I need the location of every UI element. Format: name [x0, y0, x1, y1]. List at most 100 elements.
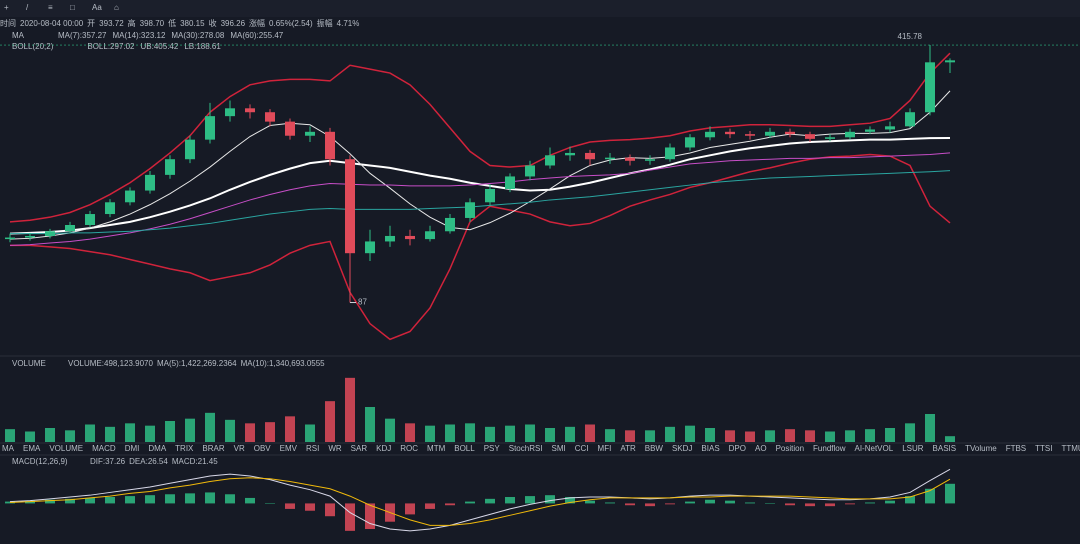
indicator-tab[interactable]: FTBS — [1006, 444, 1026, 453]
volume-bar — [905, 423, 915, 442]
indicator-tab[interactable]: SAR — [351, 444, 368, 453]
indicator-tab[interactable]: CCI — [575, 444, 589, 453]
toolbar-icon[interactable]: Aa — [92, 3, 102, 12]
toolbar-icon[interactable]: □ — [70, 3, 75, 12]
indicator-tab[interactable]: WR — [328, 444, 342, 453]
candle-body — [765, 131, 775, 136]
candle-body — [205, 116, 215, 140]
candle-body — [325, 131, 335, 160]
indicator-tab[interactable]: BOLL — [454, 444, 475, 453]
volume-bar — [265, 422, 275, 442]
indicator-tab[interactable]: TTSI — [1035, 444, 1052, 453]
indicator-tab[interactable]: AO — [755, 444, 767, 453]
legend-item: MACD:21.45 — [172, 457, 218, 466]
indicator-tab[interactable]: BASIS — [933, 444, 957, 453]
indicator-tab[interactable]: TVolume — [965, 444, 997, 453]
candle-body — [825, 137, 835, 139]
macd-bar — [305, 503, 315, 511]
indicator-tab[interactable]: VOLUME — [49, 444, 83, 453]
volume-bar — [305, 424, 315, 442]
indicator-tab[interactable]: BRAR — [202, 444, 224, 453]
volume-bar — [285, 416, 295, 442]
candle-body — [85, 214, 95, 225]
indicator-tab[interactable]: TTMU — [1061, 444, 1080, 453]
candle-body — [805, 134, 815, 139]
indicator-tab[interactable]: DMI — [125, 444, 140, 453]
indicator-tab[interactable]: DPO — [729, 444, 746, 453]
volume-bar — [105, 426, 115, 442]
indicator-tab[interactable]: SKDJ — [672, 444, 692, 453]
volume-bar — [525, 424, 535, 442]
candle-body — [125, 190, 135, 203]
candle-body — [265, 112, 275, 122]
volume-bar — [725, 430, 735, 442]
volume-bar — [625, 430, 635, 442]
candle-body — [605, 157, 615, 160]
toolbar-icon[interactable]: + — [4, 3, 9, 12]
indicator-tab[interactable]: EMA — [23, 444, 41, 453]
volume-bar — [425, 425, 435, 442]
candle-body — [45, 231, 55, 236]
volume-bar — [585, 424, 595, 442]
macd-bar — [285, 503, 295, 509]
macd-bar — [605, 502, 615, 504]
volume-bar — [685, 425, 695, 442]
indicator-tab[interactable]: MA — [2, 444, 15, 453]
indicator-tab[interactable]: Position — [776, 444, 804, 453]
indicator-tab[interactable]: KDJ — [376, 444, 391, 453]
indicator-tab[interactable]: MTM — [427, 444, 446, 453]
candle-body — [505, 176, 515, 189]
info-value: 0.65%(2.54) — [269, 19, 313, 28]
macd-bar — [85, 497, 95, 504]
volume-bar — [605, 429, 615, 442]
candle-body — [245, 108, 255, 113]
indicator-tab[interactable]: TRIX — [175, 444, 194, 453]
macd-bar — [365, 503, 375, 530]
toolbar-icon[interactable]: ⌂ — [114, 3, 119, 12]
indicator-tab[interactable]: LSUR — [902, 444, 924, 453]
indicator-tab[interactable]: ROC — [400, 444, 418, 453]
candle-body — [685, 137, 695, 148]
indicator-tab[interactable]: RSI — [306, 444, 319, 453]
volume-bar — [765, 430, 775, 442]
macd-bar — [65, 498, 75, 504]
indicator-tab[interactable]: AI-NetVOL — [855, 444, 894, 453]
indicator-tab[interactable]: BBW — [645, 444, 664, 453]
info-label: 低 — [168, 18, 176, 28]
candle-body — [725, 131, 735, 135]
indicator-tab[interactable]: DMA — [148, 444, 166, 453]
toolbar-icon[interactable]: ≡ — [48, 3, 53, 12]
macd-bar — [545, 495, 555, 504]
info-label: 振幅 — [317, 18, 333, 28]
legend-item: DIF:37.26 — [90, 457, 126, 466]
candle-body — [925, 62, 935, 113]
info-value: 380.15 — [180, 19, 205, 28]
indicator-tab[interactable]: VR — [234, 444, 245, 453]
macd-bar — [925, 488, 935, 504]
indicator-tab[interactable]: PSY — [484, 444, 501, 453]
candle-body — [105, 202, 115, 215]
info-value: 4.71% — [337, 19, 360, 28]
volume-bar — [85, 424, 95, 442]
indicator-tab[interactable]: MFI — [598, 444, 612, 453]
indicator-tab[interactable]: OBV — [254, 444, 272, 453]
legend-item: DEA:26.54 — [129, 457, 168, 466]
legend-title: MACD(12,26,9) — [12, 457, 68, 466]
macd-bar — [165, 494, 175, 504]
indicator-tab[interactable]: Fundflow — [813, 444, 846, 453]
macd-bar — [345, 503, 355, 531]
indicator-tab[interactable]: ATR — [620, 444, 636, 453]
indicator-tab[interactable]: EMV — [280, 444, 298, 453]
toolbar-icon[interactable]: / — [26, 3, 29, 12]
indicator-tab[interactable]: SMI — [552, 444, 566, 453]
legend-item: VOLUME:498,123.9070 — [68, 359, 153, 368]
macd-bar — [445, 503, 455, 506]
indicator-tab[interactable]: StochRSI — [509, 444, 543, 453]
macd-bar — [265, 503, 275, 504]
volume-bar — [925, 414, 935, 442]
min-price-label: 87 — [358, 298, 367, 307]
indicator-tab[interactable]: MACD — [92, 444, 116, 453]
legend-title: MA — [12, 31, 25, 40]
indicator-tab[interactable]: BIAS — [701, 444, 719, 453]
